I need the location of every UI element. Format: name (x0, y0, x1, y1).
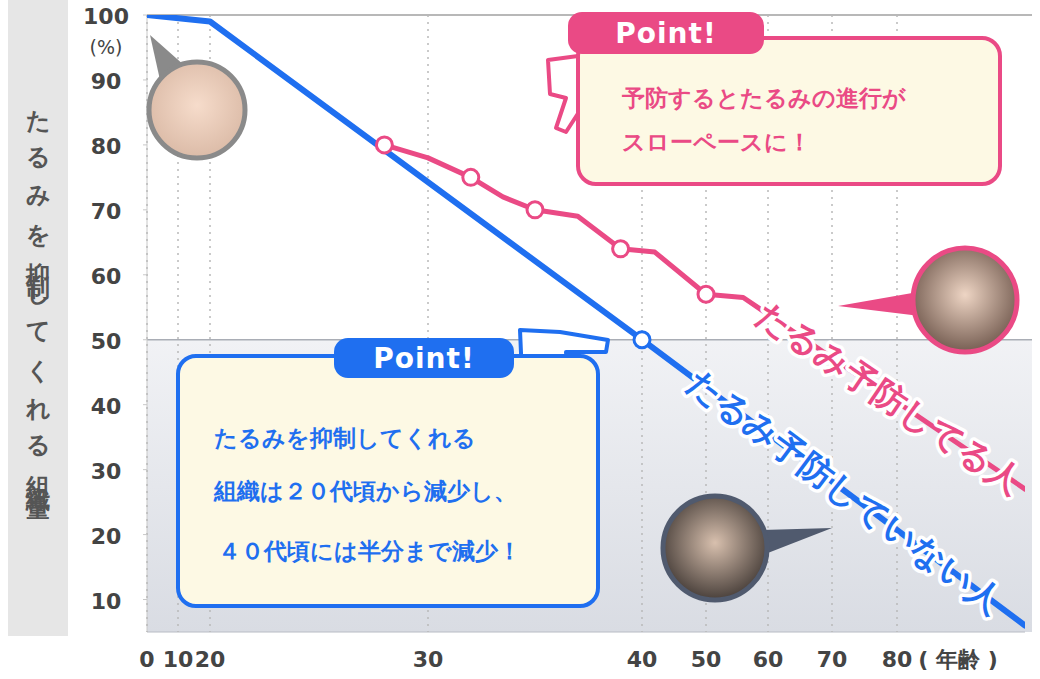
y-tick (143, 209, 147, 210)
x-tick-label: 40 (627, 647, 658, 672)
point-marker (463, 169, 479, 185)
callout-tab (334, 338, 514, 378)
elder-photo (663, 496, 767, 600)
x-tick-label: 80 (882, 647, 913, 672)
x-tick-label: 20 (195, 647, 226, 672)
callout-title: Point! (373, 342, 474, 375)
point-marker (698, 286, 714, 302)
y-tick (143, 79, 147, 80)
y-tick-label: 80 (91, 134, 122, 159)
y-tick-label: 30 (91, 459, 122, 484)
data-group (147, 15, 1025, 626)
x-axis-label: ( 年齢 ) (918, 647, 997, 672)
callout-text: 組織は２０代頃から減少し、 (213, 478, 517, 504)
y-tick (143, 534, 147, 535)
y-tick-label: 70 (91, 199, 122, 224)
baby-photo (149, 62, 245, 158)
y-unit-label: (%) (90, 36, 123, 58)
y-tick (143, 15, 147, 16)
page: 01020304050607080( 年齢 )10203040506070809… (0, 0, 1040, 679)
y-tick (143, 339, 147, 340)
series-label: たるみ予防してる人 (750, 293, 1031, 502)
y-tick (143, 599, 147, 600)
point-marker (634, 332, 650, 348)
point-marker (613, 241, 629, 257)
x-tick-label: 30 (413, 647, 444, 672)
callout-text: ４０代頃には半分まで減少！ (218, 538, 521, 564)
y-tick-label: 10 (91, 589, 122, 614)
y-tick-label: 90 (91, 69, 122, 94)
y-tick-label: 50 (91, 329, 122, 354)
y-tick-label: 100 (83, 4, 129, 29)
callout-tab (568, 12, 764, 54)
x-tick-label: 60 (753, 647, 784, 672)
ylabel-band (8, 0, 68, 636)
point-marker (527, 202, 543, 218)
y-axis-label: たるみを抑制してくれる組織量 (12, 92, 64, 592)
woman-photo-tail (838, 292, 920, 316)
y-tick (143, 469, 147, 470)
elder-photo-tail (760, 528, 832, 556)
callout-text: 予防するとたるみの進行が (621, 85, 906, 111)
y-tick (143, 274, 147, 275)
callout-title: Point! (615, 17, 716, 50)
y-tick-label: 40 (91, 394, 122, 419)
x-tick-label: 50 (691, 647, 722, 672)
label-group: たるみ予防していない人たるみ予防してる人 (680, 293, 1031, 622)
y-tick (143, 404, 147, 405)
series-line (147, 15, 1025, 626)
y-tick (143, 144, 147, 145)
callout-text: たるみを抑制してくれる (214, 425, 476, 451)
x-tick-label: 0 (139, 647, 154, 672)
callout-box (178, 356, 598, 606)
series-label: たるみ予防していない人 (680, 361, 1011, 622)
y-tick-label: 60 (91, 264, 122, 289)
x-tick-label: 10 (163, 647, 194, 672)
woman-photo (913, 248, 1017, 352)
x-tick-label: 70 (817, 647, 848, 672)
chart: 01020304050607080( 年齢 )10203040506070809… (0, 0, 1040, 679)
callout-box (578, 38, 1000, 184)
point-marker (376, 137, 392, 153)
y-tick-label: 20 (91, 524, 122, 549)
callout-text: スローペースに！ (622, 129, 811, 155)
x-axis-line (147, 632, 1025, 633)
